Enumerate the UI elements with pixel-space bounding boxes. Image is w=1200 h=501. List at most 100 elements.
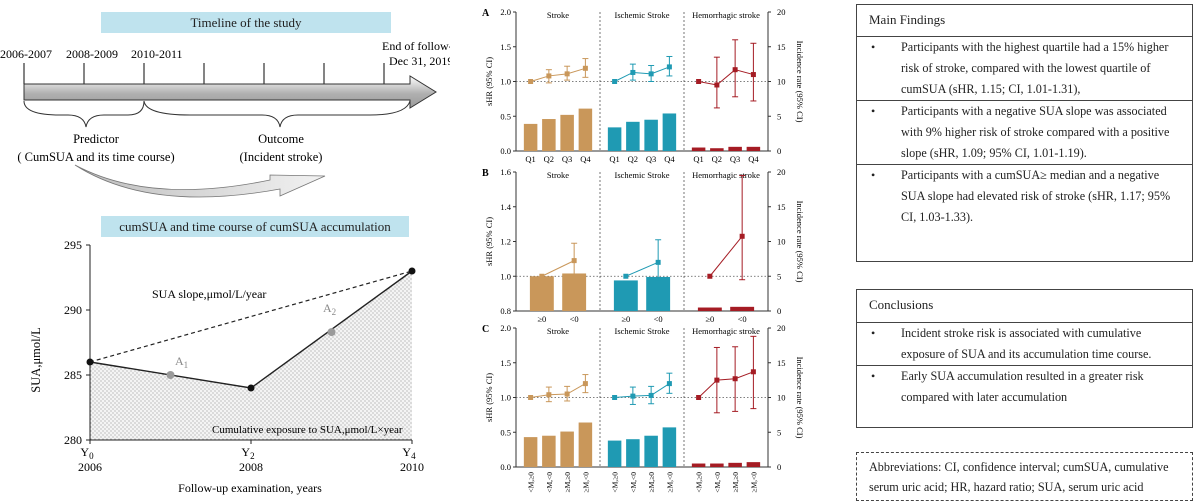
x-tick-label: Y4 [402, 445, 416, 461]
category-label: <0 [654, 314, 663, 324]
x-tick-label: Y0 [80, 445, 94, 461]
incidence-bar [562, 273, 587, 311]
shr-point [612, 79, 618, 84]
y2-axis-label: Incidence rate (95% CI) [795, 201, 805, 283]
bullet-text: Participants with a cumSUA≥ median and a… [901, 168, 1171, 224]
panel-a: A 2.0 1.5 1.0 0.5 0.0 20 15 10 5 0 sHR (95% CI) Inci… [482, 7, 805, 164]
category-label: ≥M,<0 [665, 472, 674, 493]
group-title: Hemorrhagic stroke [692, 10, 760, 20]
conclusions-box: Conclusions • Incident stroke risk is ass… [856, 289, 1193, 428]
y-tick-label: 1.6 [500, 167, 511, 177]
y-axis-label: sHR (95% CI) [484, 373, 494, 422]
category-label: <M,≥0 [695, 472, 704, 493]
shr-point [564, 391, 570, 397]
incidence-bar [542, 119, 556, 151]
group-title: Stroke [547, 326, 569, 336]
y-tick-label: 0.5 [500, 427, 511, 437]
panel-b: B 1.6 1.4 1.2 1.0 0.8 20 15 10 5 0 sHR (95% CI) Inci… [482, 167, 805, 324]
category-label: Q3 [646, 154, 656, 164]
incidence-bar [523, 437, 538, 467]
category-label: Q2 [544, 154, 554, 164]
shr-line [614, 383, 670, 398]
period-label: 2006-2007 [0, 47, 52, 61]
y2-tick-label: 10 [777, 393, 786, 403]
end-followup-date: Dec 31, 2019 [389, 54, 450, 68]
panel-c: C 2.0 1.5 1.0 0.5 0.0 20 15 10 5 0 sHR (95% CI) Inci… [482, 323, 805, 493]
y2-axis-label: Incidence rate (95% CI) [795, 357, 805, 439]
shr-point [528, 79, 534, 84]
midpoint-a2 [327, 328, 336, 337]
incidence-bar [542, 435, 556, 467]
shr-line [530, 383, 586, 398]
period-label: 2010-2011 [131, 47, 183, 61]
incidence-bar [578, 422, 593, 467]
y-tick-label: 1.0 [500, 77, 511, 87]
incidence-bar [560, 114, 574, 151]
incidence-bar [607, 440, 622, 467]
predictor-detail: ( CumSUA and its time course) [17, 150, 174, 164]
shr-line [709, 235, 743, 277]
shr-line [698, 69, 754, 86]
incidence-bar [728, 146, 742, 151]
category-label: Q4 [580, 154, 591, 164]
conclusions-list: • Incident stroke risk is associated with… [857, 322, 1192, 408]
category-label: ≥M,<0 [581, 472, 590, 493]
category-label: <0 [570, 314, 579, 324]
incidence-bar [691, 147, 706, 151]
y-tick-label: 0.0 [500, 462, 511, 472]
cumsua-ylabel: SUA,μmol/L [29, 327, 43, 392]
timeline-title: Timeline of the study [101, 12, 391, 33]
shr-point [546, 73, 552, 79]
category-label: <M,≥0 [611, 472, 620, 493]
y-tick-label: 2.0 [500, 323, 511, 333]
bullet-item: • Participants with a negative SUA slope … [857, 100, 1192, 164]
category-label: ≥M,≥0 [731, 472, 740, 493]
end-followup-label: End of follow-up [382, 39, 450, 53]
incidence-bar [644, 119, 658, 151]
incidence-bar [662, 113, 677, 151]
cumulative-exposure-label: Cumulative exposure to SUA,μmol/L×year [212, 424, 403, 436]
conclusions-title: Conclusions [869, 297, 934, 312]
predictor-label: Predictor [73, 132, 120, 146]
main-findings-list: • Participants with the highest quartile … [857, 36, 1192, 228]
y2-tick-label: 10 [777, 77, 786, 87]
shr-point [528, 395, 534, 400]
incidence-bar [529, 276, 554, 311]
incidence-bar [746, 462, 761, 467]
y-tick-label: 1.0 [500, 271, 511, 281]
shr-line [625, 261, 659, 277]
x-tick-year: 2008 [239, 460, 263, 474]
panel-letter: C [482, 324, 489, 335]
incidence-bar [662, 427, 677, 467]
cumsua-title: cumSUA and time course of cumSUA accumul… [101, 216, 409, 237]
category-label: <M,<0 [545, 472, 554, 493]
shr-point [750, 369, 756, 375]
y-tick-label: 0.0 [500, 146, 511, 156]
bullet-icon: • [871, 104, 876, 118]
outcome-label: Outcome [258, 132, 304, 146]
group-title: Hemorrhagic stroke [692, 170, 760, 180]
shr-point [539, 273, 545, 279]
bullet-item: • Participants with a cumSUA≥ median and … [857, 164, 1192, 228]
group-title: Stroke [547, 170, 569, 180]
category-label: Q2 [628, 154, 638, 164]
y-tick-label: 1.0 [500, 393, 511, 403]
timeline-diagram: 2006-2007 2008-2009 2010-2011 End of fol… [0, 39, 450, 198]
bullet-text: Incident stroke risk is associated with … [901, 326, 1152, 361]
shr-point [732, 67, 738, 73]
shr-point [546, 392, 552, 398]
y2-tick-label: 5 [777, 271, 781, 281]
y-tick-label: 1.2 [500, 237, 511, 247]
shr-line [541, 260, 575, 277]
category-label: Q4 [748, 154, 759, 164]
shr-point [696, 395, 702, 400]
y2-tick-label: 0 [777, 462, 781, 472]
shr-point [714, 377, 720, 383]
sua-point [247, 384, 255, 392]
bullet-icon: • [871, 40, 876, 54]
sua-point [86, 358, 94, 366]
shr-point [666, 64, 672, 70]
category-label: <M,<0 [629, 472, 638, 493]
bullet-item: • Incident stroke risk is associated with… [857, 322, 1192, 365]
x-tick-year: 2006 [78, 460, 102, 474]
